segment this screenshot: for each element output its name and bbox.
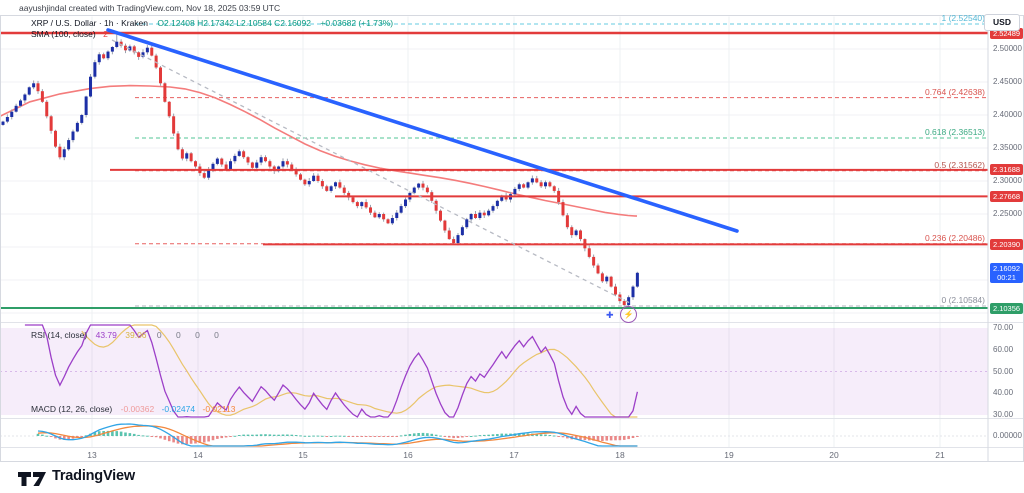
- rsi-extra-values: 0 0 0 0: [156, 330, 225, 340]
- sma-indicator-label: SMA (100, close): [31, 29, 96, 39]
- rsi-legend: RSI (14, close) 43.79 39.06 0 0 0 0: [31, 330, 225, 340]
- lightning-icon: ⚡: [620, 306, 637, 323]
- brand-name: TradingView: [52, 468, 135, 484]
- cursor-plus-icon: ✚: [606, 310, 614, 320]
- sma-indicator-value: 2: [103, 29, 108, 39]
- tradingview-logo-icon: [18, 472, 46, 486]
- sma-legend: SMA (100, close) 2: [31, 29, 108, 39]
- cursor-annotation: ✚ ⚡: [606, 306, 646, 326]
- ohlc-values: O2.12408 H2.17342 L2.10584 C2.16092: [157, 18, 311, 28]
- chart-legend: XRP / U.S. Dollar · 1h · Kraken O2.12408…: [31, 18, 393, 28]
- rsi-ma-value: 39.06: [125, 330, 147, 340]
- symbol-title: XRP / U.S. Dollar · 1h · Kraken: [31, 18, 148, 28]
- watermark-text: aayushjindal created with TradingView.co…: [19, 3, 281, 13]
- macd-hist-value: -0.00362: [120, 404, 155, 414]
- macd-signal-value: -0.02113: [202, 404, 236, 414]
- currency-usd-button[interactable]: USD: [984, 14, 1020, 31]
- chart-canvas[interactable]: [0, 0, 1024, 462]
- change-value: +0.03682 (+1.73%): [320, 18, 394, 28]
- macd-line-value: -0.02474: [161, 404, 196, 414]
- rsi-indicator-label: RSI (14, close): [31, 330, 88, 340]
- rsi-value: 43.79: [95, 330, 117, 340]
- macd-legend: MACD (12, 26, close) -0.00362 -0.02474 -…: [31, 404, 235, 414]
- macd-indicator-label: MACD (12, 26, close): [31, 404, 113, 414]
- footer-bar: TradingView: [0, 462, 1024, 493]
